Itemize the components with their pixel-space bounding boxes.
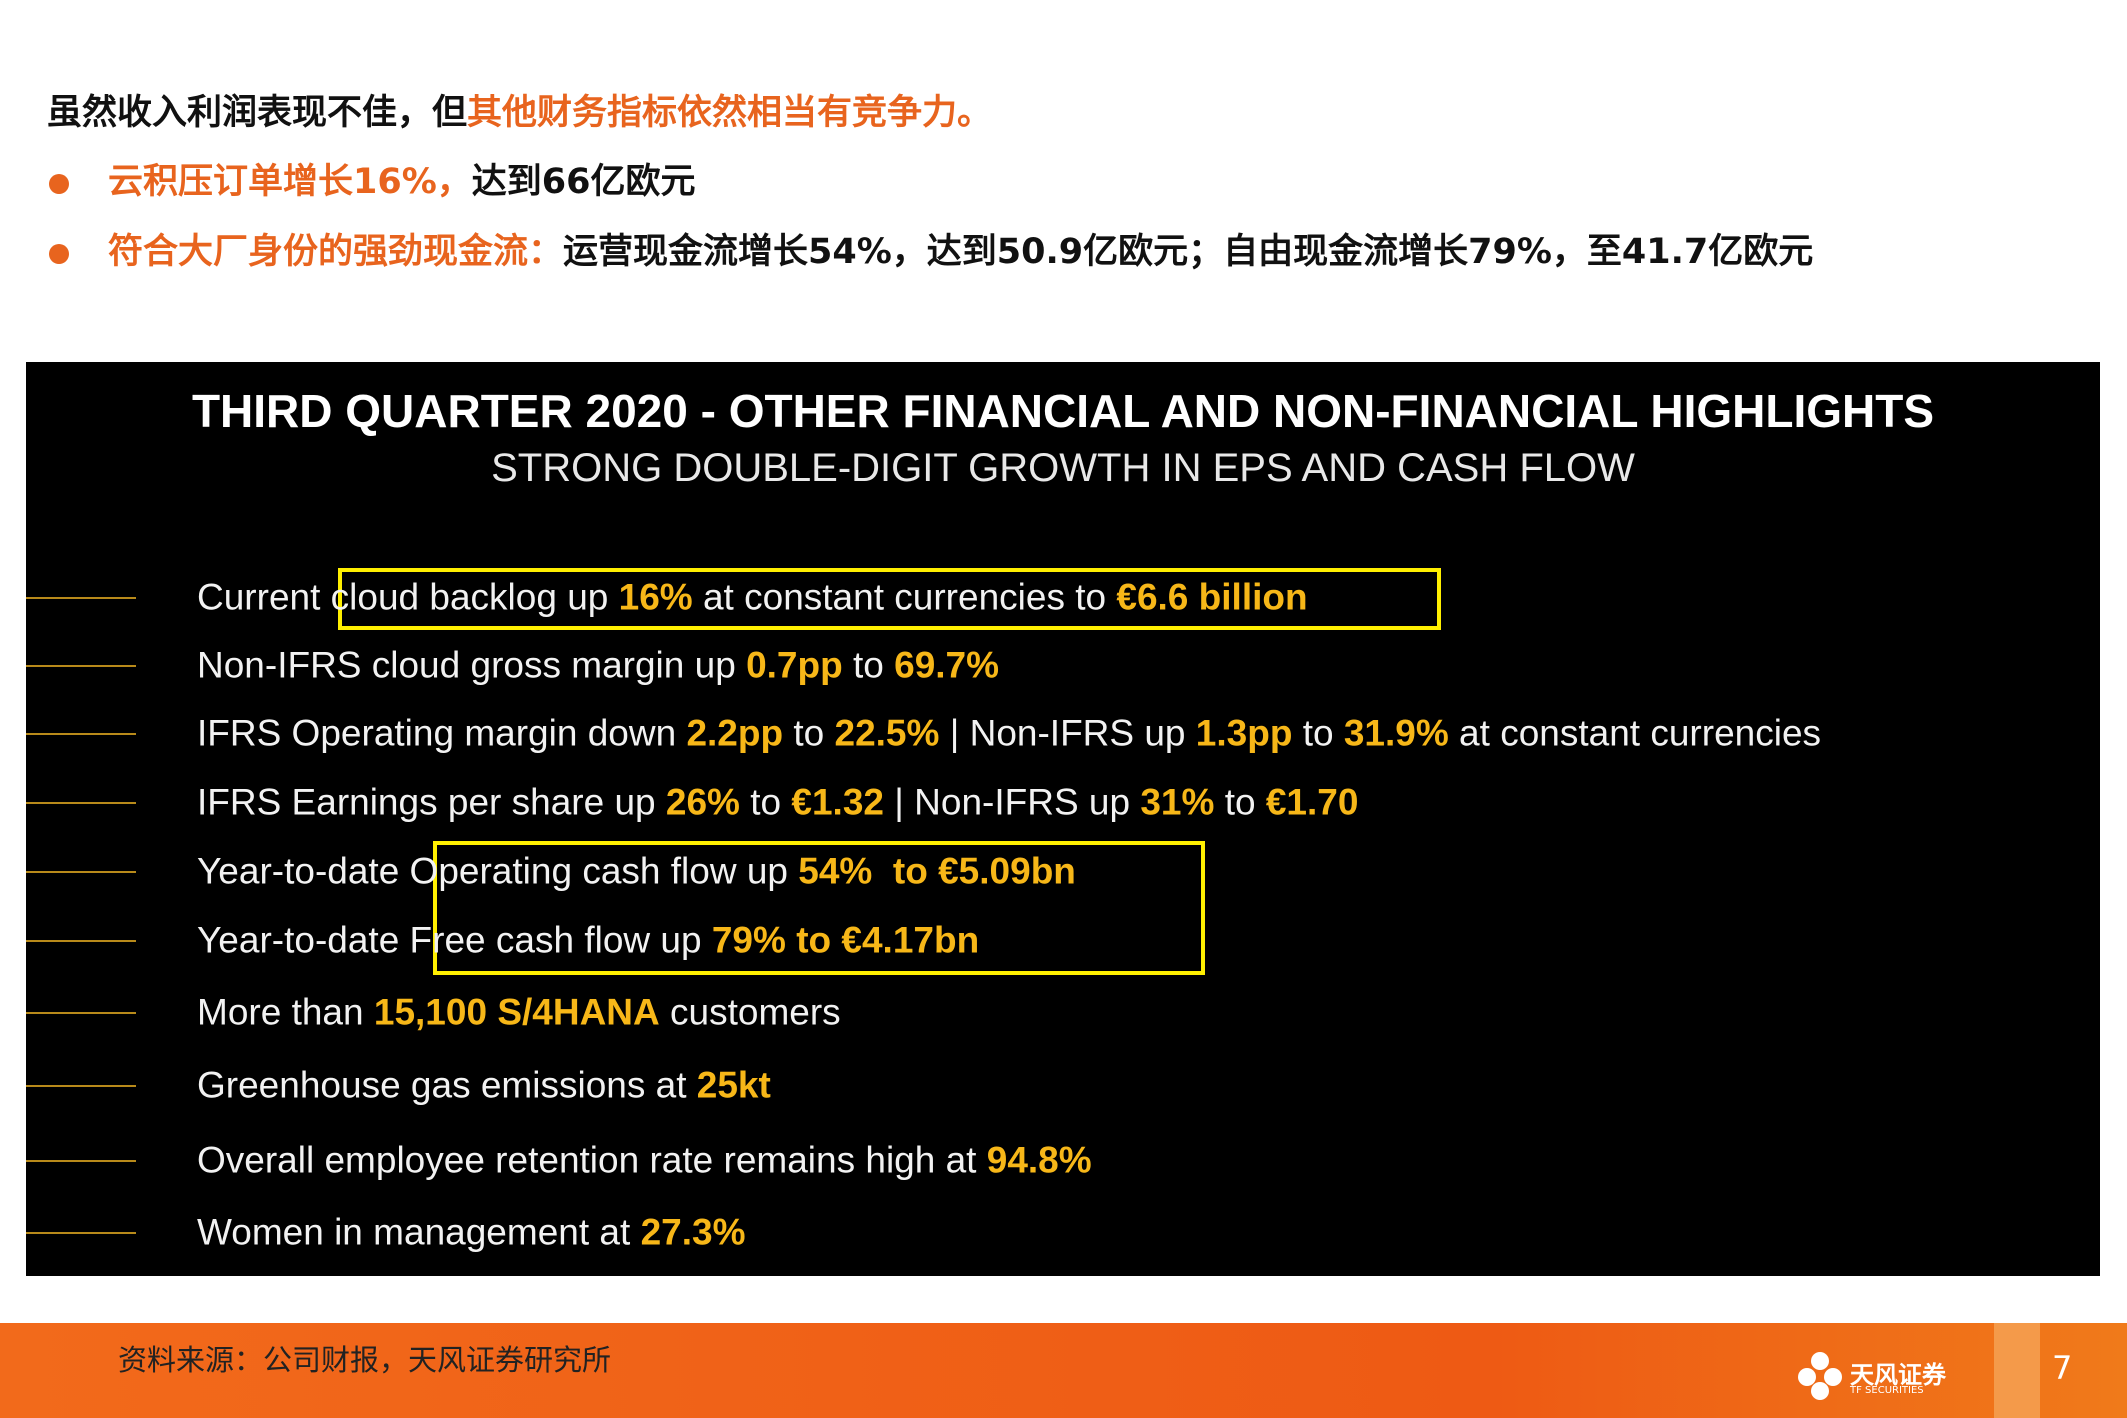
highlight-text: 31% — [1140, 781, 1215, 823]
slide-subtitle: STRONG DOUBLE-DIGIT GROWTH IN EPS AND CA… — [491, 446, 1635, 490]
slide-title: THIRD QUARTER 2020 - OTHER FINANCIAL AND… — [191, 385, 1935, 437]
highlight-box — [433, 841, 1205, 975]
highlight-text: 2.2pp — [686, 712, 784, 754]
highlight-text: 16% — [618, 576, 693, 618]
highlight-text: 22.5% — [834, 712, 940, 754]
highlight-item: Year-to-date Operating cash flow up 54% … — [197, 853, 1076, 890]
text: at constant currencies to — [692, 576, 1117, 618]
text: at constant currencies — [1448, 712, 1822, 754]
page-number: 7 — [2052, 1349, 2073, 1387]
footer: 资料来源：公司财报，天风证券研究所 天风证券 TF SECURITIES 7 — [0, 1323, 2127, 1418]
item-rule — [26, 940, 136, 942]
highlight-box — [338, 568, 1441, 630]
page-strip — [1994, 1323, 2040, 1418]
highlight-item: IFRS Operating margin down 2.2pp to 22.5… — [197, 715, 1821, 752]
logo-subtext: TF SECURITIES — [1850, 1385, 1924, 1396]
highlight-text: 26% — [665, 781, 740, 823]
highlight-text: 0.7pp — [746, 644, 843, 686]
text: to — [1292, 712, 1344, 754]
slide: THIRD QUARTER 2020 - OTHER FINANCIAL AND… — [26, 362, 2100, 1276]
highlight-item: Overall employee retention rate remains … — [197, 1142, 1092, 1179]
logo-text: 天风证券 — [1850, 1361, 1946, 1389]
item-rule — [26, 597, 136, 599]
bullet-dot — [49, 244, 69, 264]
highlight-item: Women in management at 27.3% — [197, 1214, 745, 1251]
item-rule — [26, 802, 136, 804]
highlight-text: 69.7% — [894, 644, 1000, 686]
logo-icon — [1798, 1352, 1842, 1400]
item-rule — [26, 665, 136, 667]
item-rule — [26, 1012, 136, 1014]
text: to — [783, 712, 835, 754]
text: Year-to-date Free cash flow up — [197, 919, 712, 961]
text: 虽然收入利润表现不佳，但 — [47, 93, 468, 133]
text: More than — [197, 991, 374, 1033]
text: | Non-IFRS up — [939, 712, 1196, 754]
item-rule — [26, 1160, 136, 1162]
item-rule — [26, 1232, 136, 1234]
text: customers — [659, 991, 841, 1033]
text: Year-to-date Operating cash flow up — [197, 850, 799, 892]
highlight-text: 25kt — [696, 1064, 771, 1106]
highlight-text: 94.8% — [986, 1139, 1092, 1181]
header-bullet: 云积压订单增长16%，达到66亿欧元 — [108, 165, 696, 200]
bullet-dot — [49, 174, 69, 194]
header-line: 虽然收入利润表现不佳，但其他财务指标依然相当有竞争力。 — [47, 96, 992, 131]
text: to — [739, 781, 792, 823]
text: Women in management at — [197, 1211, 641, 1253]
highlight-item: Current cloud backlog up 16% at constant… — [197, 579, 1308, 616]
text: Non-IFRS cloud gross margin up — [197, 644, 747, 686]
item-rule — [26, 871, 136, 873]
highlight-text: 27.3% — [640, 1211, 746, 1253]
text: Current cloud backlog up — [197, 576, 619, 618]
highlight-item: Greenhouse gas emissions at 25kt — [197, 1067, 771, 1104]
highlight-text: 符合大厂身份的强劲现金流： — [108, 232, 564, 272]
text: 运营现金流增长54%，达到50.9亿欧元；自由现金流增长79%，至41.7亿欧元 — [563, 232, 1814, 272]
highlight-text: 31.9% — [1343, 712, 1449, 754]
text: to — [842, 644, 895, 686]
text: to — [1214, 781, 1266, 823]
text: Greenhouse gas emissions at — [197, 1064, 697, 1106]
highlight-item: Non-IFRS cloud gross margin up 0.7pp to … — [197, 647, 999, 684]
highlight-item: IFRS Earnings per share up 26% to €1.32 … — [197, 784, 1358, 821]
highlight-text: €1.70 — [1265, 781, 1359, 823]
text: IFRS Operating margin down — [197, 712, 687, 754]
highlight-text: 其他财务指标依然相当有竞争力。 — [467, 93, 993, 133]
item-rule — [26, 1085, 136, 1087]
highlight-text: 1.3pp — [1195, 712, 1293, 754]
highlight-text: €6.6 billion — [1116, 576, 1308, 618]
highlight-text: 15,100 S/4HANA — [373, 991, 660, 1033]
highlight-text: €1.32 — [791, 781, 884, 823]
text: | Non-IFRS up — [883, 781, 1141, 823]
item-rule — [26, 733, 136, 735]
highlight-text: 79% to €4.17bn — [711, 919, 980, 961]
highlight-item: Year-to-date Free cash flow up 79% to €4… — [197, 922, 979, 959]
highlight-item: More than 15,100 S/4HANA customers — [197, 994, 841, 1031]
highlight-text: 54% to €5.09bn — [798, 850, 1076, 892]
text: IFRS Earnings per share up — [197, 781, 666, 823]
highlight-text: 云积压订单增长16%， — [108, 162, 472, 202]
source-note: 资料来源：公司财报，天风证券研究所 — [118, 1343, 612, 1377]
header-bullet: 符合大厂身份的强劲现金流：运营现金流增长54%，达到50.9亿欧元；自由现金流增… — [108, 235, 1813, 270]
text: 达到66亿欧元 — [471, 162, 696, 202]
text: Overall employee retention rate remains … — [197, 1139, 987, 1181]
